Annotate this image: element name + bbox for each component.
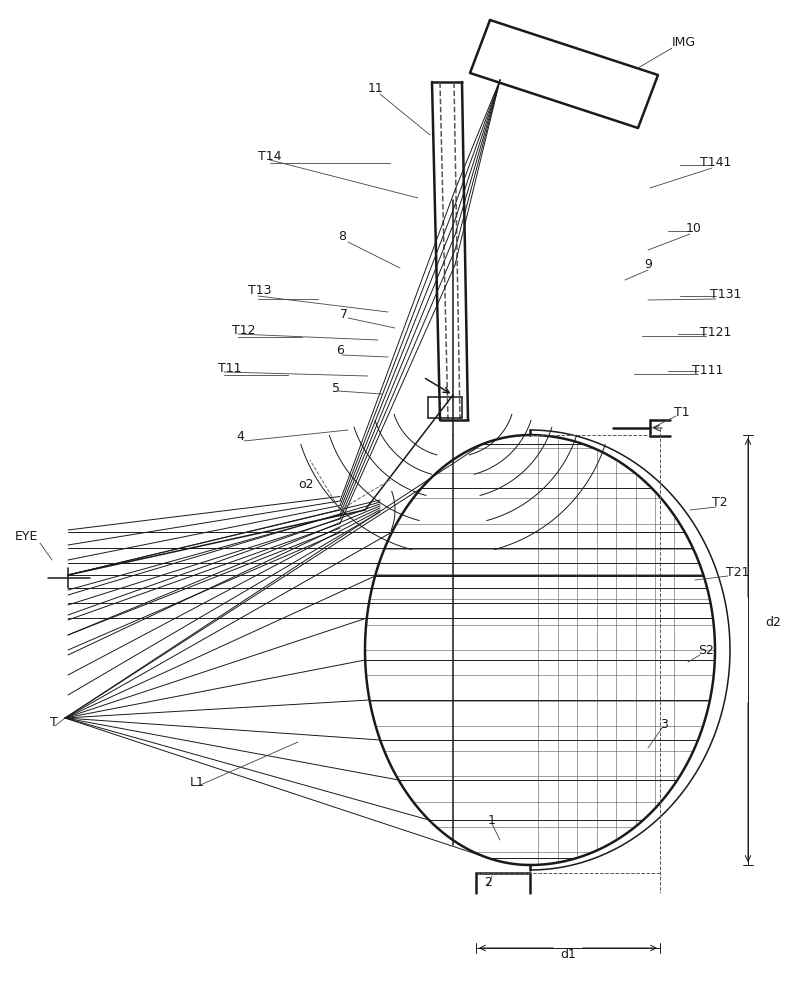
Text: d2: d2 (764, 615, 780, 629)
Text: T121: T121 (699, 326, 731, 338)
Text: T2: T2 (711, 496, 727, 510)
Text: IMG: IMG (671, 35, 695, 48)
Text: T131: T131 (709, 288, 740, 300)
Text: S2: S2 (697, 644, 713, 656)
Text: 4: 4 (236, 430, 244, 444)
Text: 8: 8 (338, 231, 346, 243)
Text: 11: 11 (367, 82, 383, 95)
Text: T: T (50, 716, 58, 730)
Text: 6: 6 (335, 344, 343, 358)
Text: 2: 2 (484, 876, 492, 888)
Text: 7: 7 (339, 308, 347, 320)
Text: T111: T111 (691, 363, 723, 376)
Text: d1: d1 (559, 948, 575, 960)
Text: 9: 9 (643, 258, 651, 271)
Text: T14: T14 (257, 150, 282, 163)
Text: EYE: EYE (15, 530, 38, 544)
Text: T13: T13 (248, 284, 271, 298)
Text: T21: T21 (725, 566, 748, 578)
Text: T1: T1 (673, 406, 689, 418)
Text: L1: L1 (190, 776, 205, 788)
Text: 5: 5 (331, 381, 339, 394)
Text: T12: T12 (232, 324, 255, 336)
Text: 3: 3 (659, 718, 667, 730)
Text: 1: 1 (488, 814, 496, 826)
Text: 10: 10 (685, 222, 701, 234)
Text: o2: o2 (298, 478, 313, 490)
Text: T141: T141 (699, 156, 731, 169)
Text: T11: T11 (217, 361, 241, 374)
